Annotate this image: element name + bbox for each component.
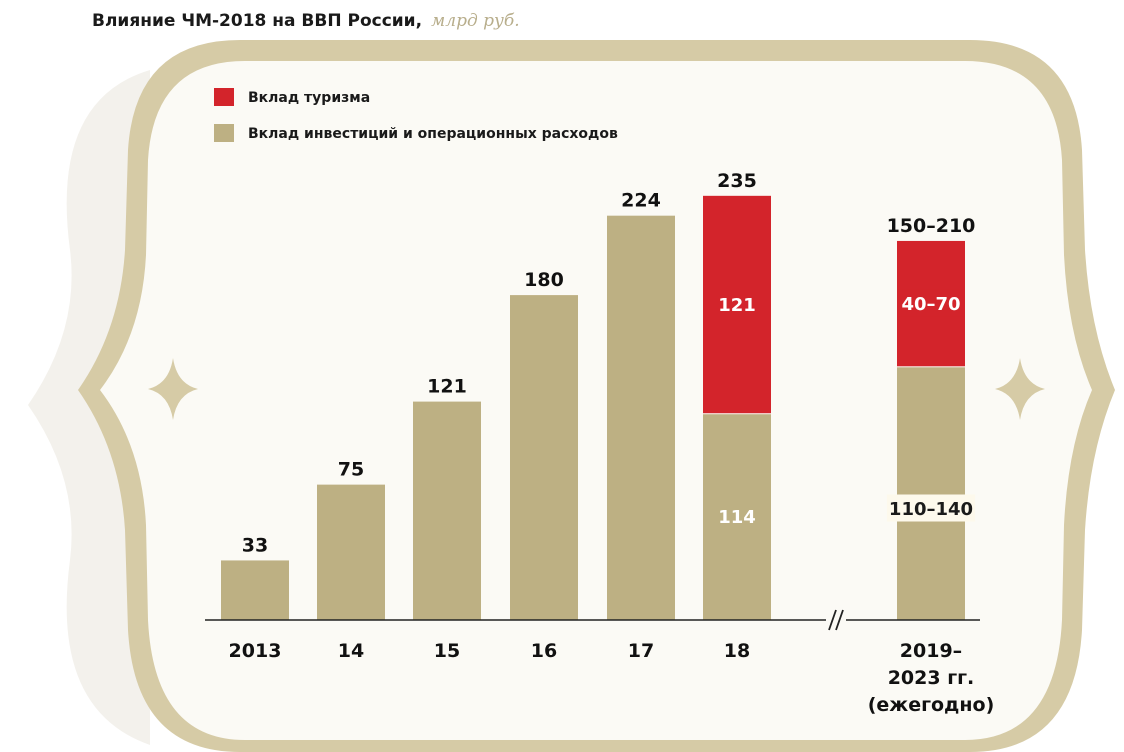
bar-investment (703, 414, 771, 620)
x-tick-line: 16 (531, 640, 557, 662)
x-tick-line: 15 (434, 640, 460, 662)
x-tick-line: 17 (628, 640, 654, 662)
total-label: 75 (338, 459, 364, 481)
sparkle-left-icon (148, 358, 198, 420)
x-tick-label: 14 (338, 640, 364, 662)
x-tick-label: 2019– 2023 гг. (ежегодно) (868, 640, 995, 716)
total-label: 235 (717, 170, 757, 192)
bar-investment (510, 295, 578, 620)
axis-break-stroke (835, 609, 844, 631)
bar-tourism (703, 195, 771, 414)
segment-label: 40–70 (901, 294, 960, 315)
x-tick-line: 2023 гг. (888, 667, 975, 689)
bar-investment (897, 367, 965, 620)
segment-label: 114 (718, 507, 756, 528)
total-label: 121 (427, 376, 467, 398)
bar-investment (413, 401, 481, 620)
legend: Вклад туризма Вклад инвестиций и операцио… (214, 88, 618, 142)
bars (221, 195, 965, 620)
legend-item: Вклад инвестиций и операционных расходов (214, 124, 618, 142)
total-label: 150–210 (887, 215, 976, 237)
legend-swatch (214, 124, 234, 142)
chart-title-main: Влияние ЧМ-2018 на ВВП России, (92, 11, 422, 31)
x-tick-line: 14 (338, 640, 364, 662)
bar-investment (317, 484, 385, 620)
total-label: 33 (242, 534, 268, 556)
data-labels: 33 75 121 180 224 235 150–210 114 121 110–140 40–7… (242, 170, 976, 557)
x-tick-label: 16 (531, 640, 557, 662)
x-tick-label: 17 (628, 640, 654, 662)
x-tick-line: 18 (724, 640, 750, 662)
axis-break-icon (828, 609, 844, 631)
x-tick-label: 2013 (229, 640, 282, 662)
total-label: 224 (621, 190, 661, 212)
bar-investment (607, 215, 675, 620)
x-tick-line: 2019– (900, 640, 962, 662)
frame-shadow (28, 70, 150, 745)
legend-label: Вклад туризма (248, 90, 370, 106)
axis-break-stroke (828, 609, 837, 631)
legend-label: Вклад инвестиций и операционных расходов (248, 126, 618, 142)
x-axis: 2013 14 15 16 17 18 2019– 2023 гг. (ежегодно) (205, 609, 995, 716)
legend-item: Вклад туризма (214, 88, 370, 106)
legend-swatch (214, 88, 234, 106)
sparkle-right-icon (995, 358, 1045, 420)
bar-investment (221, 560, 289, 620)
segment-label: 121 (718, 295, 756, 316)
x-tick-label: 18 (724, 640, 750, 662)
x-tick-label: 15 (434, 640, 460, 662)
x-tick-line: (ежегодно) (868, 694, 995, 716)
segment-label: 110–140 (889, 499, 973, 520)
segment-label-box (886, 494, 976, 522)
total-label: 180 (524, 269, 564, 291)
x-tick-line: 2013 (229, 640, 282, 662)
chart-title-unit: млрд руб. (431, 11, 520, 31)
segment-label-box (897, 289, 965, 317)
chart-title: Влияние ЧМ-2018 на ВВП России, млрд руб. (92, 11, 520, 31)
